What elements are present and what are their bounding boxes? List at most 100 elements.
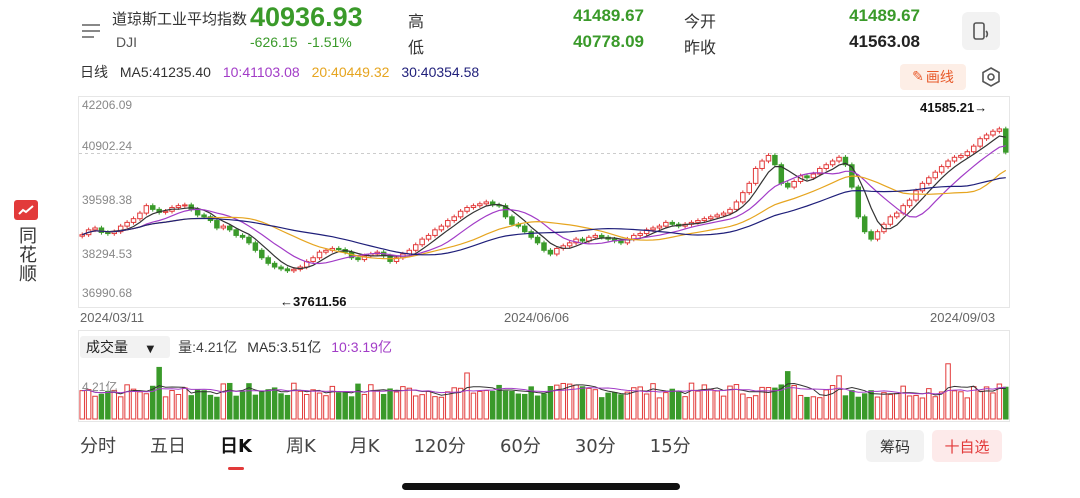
tab-daily-k[interactable]: 日K: [220, 432, 252, 470]
volume-bar: [464, 372, 470, 420]
candle-body: [124, 221, 130, 227]
volume-bar: [252, 394, 259, 420]
volume-bar: [515, 393, 522, 420]
volume-bar: [265, 389, 271, 420]
candle-body: [804, 175, 810, 179]
candle-body: [117, 225, 124, 233]
volume-bar: [233, 395, 239, 420]
candle-body: [547, 249, 554, 255]
volume-bar: [387, 388, 393, 420]
volume-bar: [772, 387, 778, 420]
candle-body: [252, 242, 259, 251]
volume-bar: [631, 387, 637, 420]
volume-bar: [156, 366, 162, 420]
menu-icon[interactable]: [80, 20, 102, 40]
volume-bar: [412, 395, 419, 420]
volume-indicator-select[interactable]: 成交量 ▼: [80, 336, 171, 358]
volume-ma10-line: [82, 386, 1006, 395]
tab-five-day[interactable]: 五日: [150, 436, 186, 457]
candle-body: [393, 257, 400, 262]
ma30-line: [81, 177, 1006, 256]
low-value: 40778.09: [573, 32, 644, 51]
volume-bar: [214, 396, 220, 420]
candle-body: [938, 166, 945, 173]
candle-body: [970, 145, 977, 153]
volume-bar: [784, 371, 791, 420]
volume-bar: [117, 396, 124, 420]
tab-monthly-k[interactable]: 月K: [349, 436, 380, 457]
volume-bar: [566, 383, 573, 420]
volume-bar: [868, 390, 874, 420]
volume-bar: [765, 387, 772, 420]
candle-body: [708, 216, 714, 220]
volume-bar: [849, 390, 855, 420]
candle-body: [438, 225, 445, 231]
volume-bar: [804, 396, 810, 420]
tab-120min[interactable]: 120分: [413, 436, 466, 457]
volume-bar: [380, 393, 387, 420]
volume-bar: [143, 393, 150, 420]
y-tick-1: 42206.09: [82, 98, 133, 112]
volume-bar: [432, 396, 438, 420]
volume-bar: [791, 385, 797, 420]
tab-30min[interactable]: 30分: [574, 436, 616, 457]
candle-body: [990, 130, 996, 136]
volume-bar: [175, 393, 182, 420]
chip-distribution-button[interactable]: 筹码: [866, 430, 924, 462]
candle-body: [714, 214, 720, 218]
tab-60min[interactable]: 60分: [499, 436, 541, 457]
open-label: 今开: [684, 12, 717, 31]
candle-body: [894, 212, 900, 218]
landscape-toggle-button[interactable]: [962, 12, 1000, 50]
volume-bar: [926, 388, 932, 420]
period-low-marker: ←37611.56: [280, 294, 347, 309]
volume-bar: [194, 389, 201, 420]
volume-bar: [528, 386, 534, 420]
volume-bar: [881, 392, 887, 420]
period-high-marker: 41585.21→: [920, 100, 988, 115]
volume-bar: [162, 396, 169, 420]
chart-settings-icon[interactable]: [980, 66, 1002, 88]
volume-bar: [303, 394, 310, 420]
volume-bar: [137, 391, 143, 420]
tab-weekly-k[interactable]: 周K: [285, 436, 316, 457]
volume-bar: [669, 388, 676, 420]
candle-body: [278, 266, 284, 270]
candle-body: [259, 249, 265, 259]
candle-body: [996, 128, 1003, 132]
volume-bar: [727, 385, 733, 420]
tab-intraday[interactable]: 分时: [80, 436, 116, 457]
candle-body: [733, 201, 740, 210]
home-indicator: [402, 483, 680, 490]
candle-body: [566, 242, 573, 247]
brand-logo-icon: [14, 200, 38, 220]
volume-bar: [477, 390, 483, 420]
period-label[interactable]: 日线: [80, 65, 108, 81]
phone-icon: [973, 22, 989, 40]
volume-bar: [906, 395, 913, 420]
volume-bar: [85, 389, 92, 420]
volume-bar: [797, 394, 804, 420]
draw-line-button[interactable]: ✎ 画线: [900, 64, 966, 90]
candle-body: [175, 205, 182, 209]
volume-bar: [361, 393, 368, 420]
volume-bar: [861, 393, 868, 420]
date-mid: 2024/06/06: [504, 310, 570, 325]
candle-body: [887, 216, 894, 225]
candle-body: [355, 257, 361, 261]
current-price: 40936.93: [250, 2, 363, 32]
kline-chart[interactable]: [78, 96, 1010, 308]
ma30-value: 30:40354.58: [401, 64, 480, 80]
volume-bar: [932, 396, 938, 420]
tab-15min[interactable]: 15分: [649, 436, 691, 457]
add-to-watchlist-button[interactable]: 十自选: [932, 430, 1002, 462]
volume-chart[interactable]: [78, 330, 1010, 422]
candle-body: [1003, 128, 1009, 153]
candle-body: [592, 234, 599, 238]
candle-body: [663, 221, 669, 227]
volume-bar: [958, 391, 964, 420]
volume-bar: [105, 390, 111, 420]
candle-body: [284, 268, 291, 272]
volume-bar: [489, 390, 496, 420]
candle-body: [720, 212, 727, 216]
